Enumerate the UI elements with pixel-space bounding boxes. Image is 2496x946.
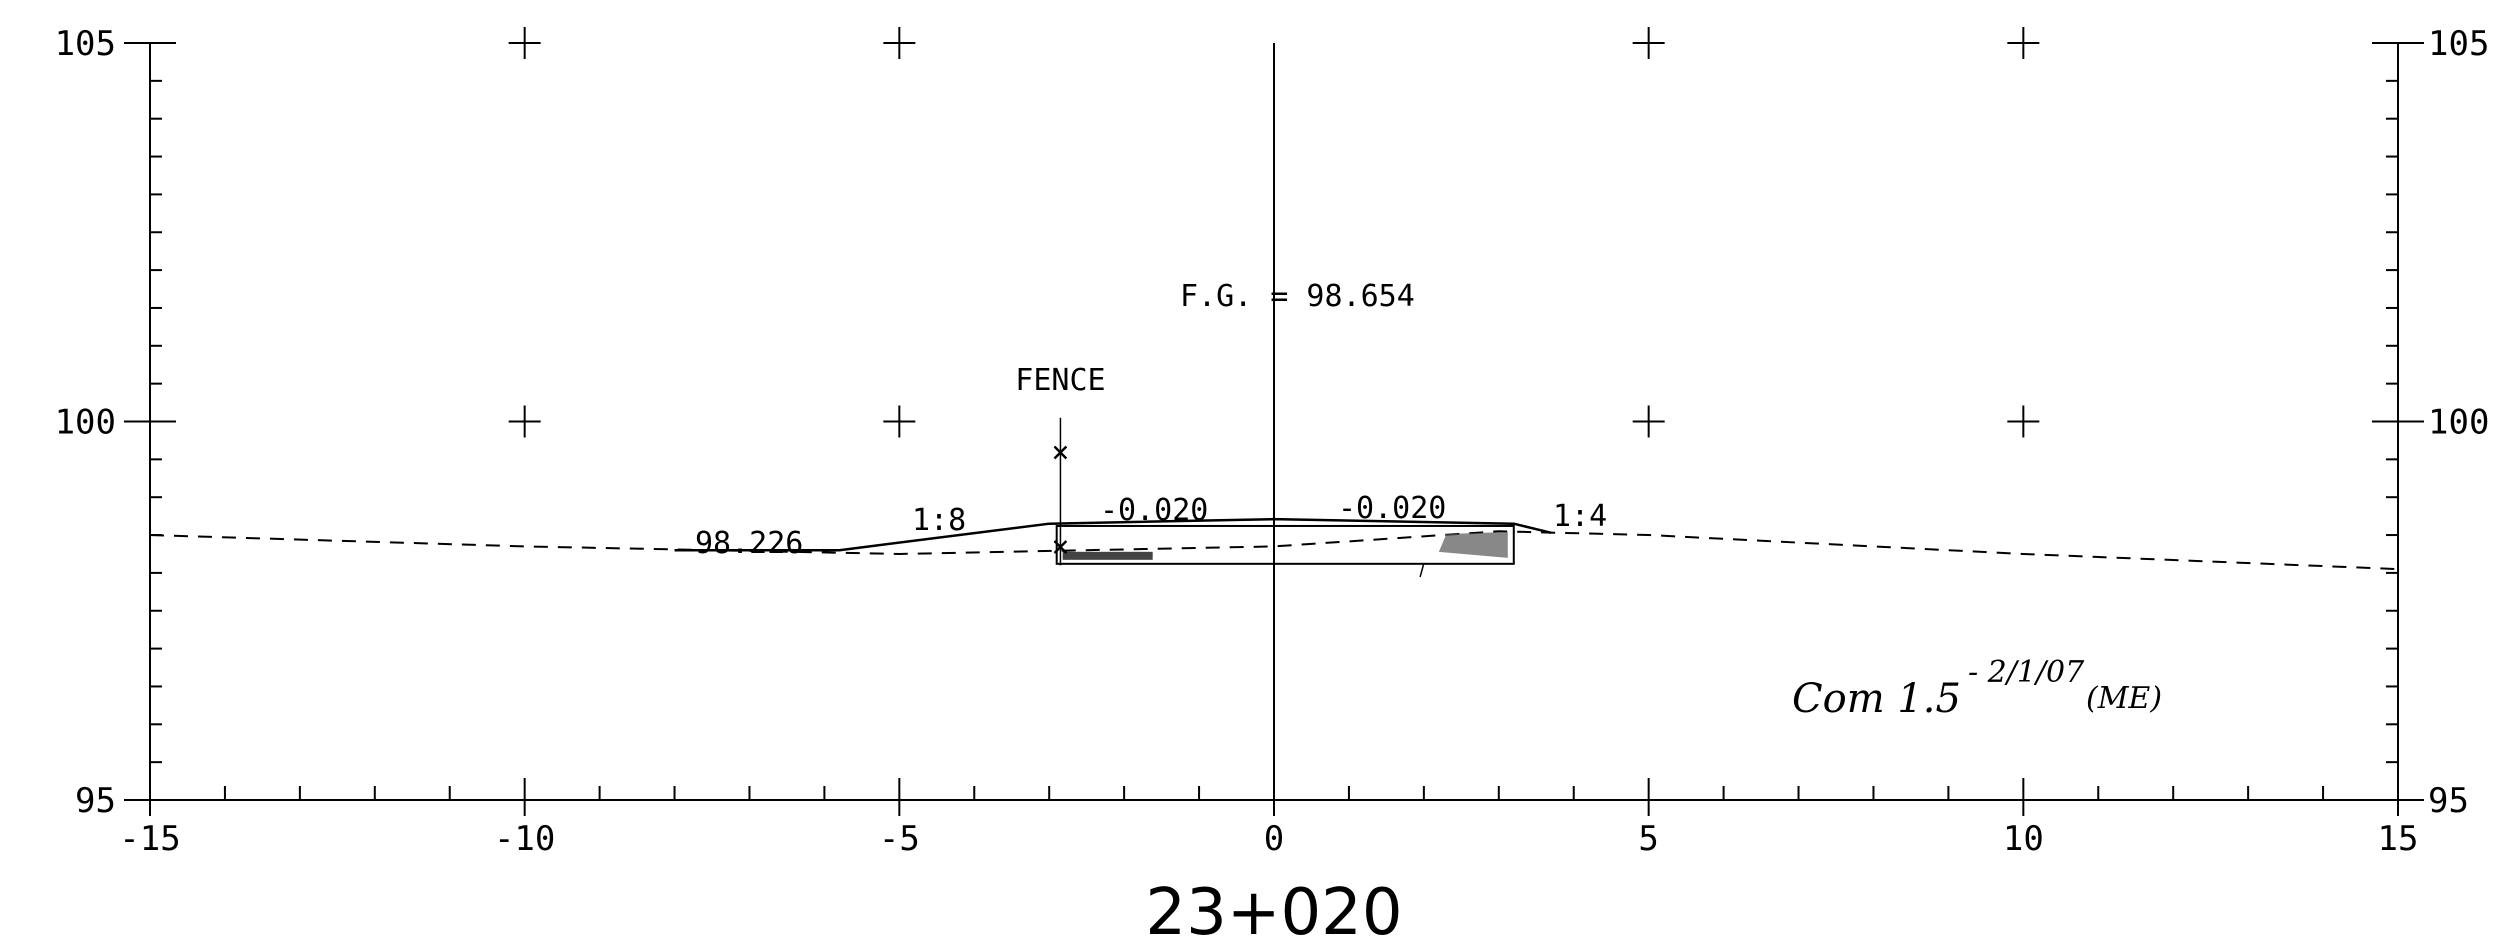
finished-grade-label: F.G. = 98.654: [1180, 279, 1415, 314]
design-surface-line: [674, 517, 1552, 552]
station-label: 23+020: [1145, 876, 1402, 946]
grid-cross: [508, 27, 541, 59]
y-tick-label-right: 105: [2428, 24, 2489, 64]
x-tick-label: 0: [1264, 819, 1284, 859]
y-tick-label-right: 95: [2428, 781, 2469, 821]
x-tick-label: -5: [879, 819, 920, 859]
left-elevation-label: 98.226: [695, 526, 803, 561]
handwritten-initials: (ME): [2086, 681, 2162, 716]
fence-label: FENCE: [1015, 363, 1105, 398]
grid-cross: [2007, 27, 2040, 59]
x-tick-label: 5: [1638, 819, 1658, 859]
grid-cross: [883, 27, 916, 59]
handwritten-date: - 2/1/07: [1968, 655, 2085, 690]
design-surface: ××: [674, 417, 1552, 578]
left-slope-label: 1:8: [912, 503, 966, 538]
grid-cross: [508, 405, 541, 438]
pencil-mark: [1419, 563, 1425, 578]
right-slope-label: 1:4: [1553, 499, 1607, 534]
handwritten-note: Com 1.5: [1792, 676, 1961, 722]
existing-ground: [149, 530, 2399, 571]
axis-ticks: [124, 42, 2424, 816]
subgrade-hatch-left: [1062, 551, 1153, 560]
y-tick-label-left: 100: [55, 403, 116, 443]
pavement-box: [1055, 524, 1515, 565]
fence-x-mark-lower: ×: [1051, 529, 1069, 564]
y-tick-label-right: 100: [2428, 403, 2489, 443]
fence-x-mark: ×: [1051, 435, 1069, 470]
existing-ground-line: [149, 530, 2399, 571]
y-tick-label-left: 105: [55, 24, 116, 64]
x-tick-label: 15: [2378, 819, 2419, 859]
annotations: F.G. = 98.654 FENCE 98.226 1:8 -0.020 -0…: [695, 279, 2162, 946]
x-tick-label: -15: [119, 819, 180, 859]
axis-tick-labels: -15 -10 -5 0 5 10 15 105 105 100 100 95 95: [55, 24, 2490, 859]
grid-cross: [883, 405, 916, 438]
grid-cross: [1632, 27, 1665, 59]
left-grade-label: -0.020: [1100, 493, 1208, 528]
right-grade-label: -0.020: [1338, 491, 1446, 526]
x-tick-label: -10: [494, 819, 555, 859]
grid-cross: [2007, 405, 2040, 438]
subgrade-hatch-right: [1438, 531, 1508, 558]
grid-cross: [1632, 405, 1665, 438]
x-tick-label: 10: [2003, 819, 2044, 859]
grid-crosses: [508, 27, 2040, 438]
y-tick-label-left: 95: [75, 781, 116, 821]
